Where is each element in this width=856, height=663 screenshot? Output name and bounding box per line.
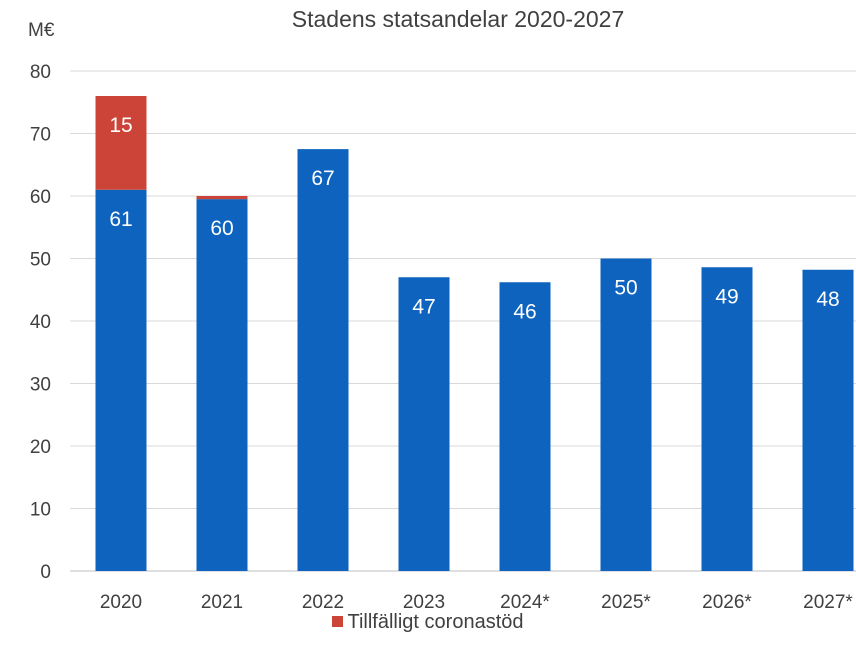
data-label: 60 bbox=[210, 217, 233, 240]
y-tick-label: 20 bbox=[30, 437, 51, 458]
bar-base-2027* bbox=[802, 269, 854, 571]
data-label: 15 bbox=[109, 114, 132, 137]
y-tick-label: 40 bbox=[30, 312, 51, 333]
data-label: 67 bbox=[311, 167, 334, 190]
bar-base-2022 bbox=[297, 149, 349, 571]
y-tick-label: 60 bbox=[30, 187, 51, 208]
bar-base-2026* bbox=[701, 267, 753, 571]
y-tick-label: 70 bbox=[30, 125, 51, 146]
y-tick-label: 30 bbox=[30, 375, 51, 396]
legend-label-corona: Tillfälligt coronastöd bbox=[347, 611, 524, 633]
data-label: 46 bbox=[513, 300, 536, 323]
y-axis-ticks: 0 10 20 30 40 50 60 70 80 bbox=[30, 62, 51, 583]
bar-base-2021 bbox=[196, 199, 248, 571]
bar-base-2025* bbox=[600, 258, 652, 571]
x-tick-label: 2027* bbox=[803, 592, 853, 613]
x-tick-label: 2021 bbox=[201, 592, 243, 613]
data-label: 61 bbox=[109, 208, 132, 231]
bar-base-2024* bbox=[499, 282, 551, 571]
data-label: 48 bbox=[816, 288, 839, 311]
x-tick-label: 2026* bbox=[702, 592, 752, 613]
x-tick-label: 2025* bbox=[601, 592, 651, 613]
x-tick-label: 2022 bbox=[302, 592, 344, 613]
data-label: 49 bbox=[715, 285, 738, 308]
x-axis-ticks: 2020 2021 2022 2023 2024* 2025* 2026* 2027* bbox=[100, 592, 854, 613]
legend-swatch-corona bbox=[332, 616, 344, 627]
x-tick-label: 2020 bbox=[100, 592, 142, 613]
data-label: 47 bbox=[412, 295, 435, 318]
legend: Tillfälligt coronastöd bbox=[0, 611, 856, 634]
bars bbox=[95, 96, 854, 571]
y-tick-label: 80 bbox=[30, 62, 51, 83]
data-label: 50 bbox=[614, 277, 637, 300]
y-tick-label: 0 bbox=[40, 562, 51, 583]
y-tick-label: 50 bbox=[30, 250, 51, 271]
bar-base-2023 bbox=[398, 277, 450, 571]
y-axis-unit-label: M€ bbox=[28, 20, 55, 41]
x-tick-label: 2024* bbox=[500, 592, 550, 613]
x-tick-label: 2023 bbox=[403, 592, 445, 613]
bar-corona-2020 bbox=[95, 96, 147, 190]
bar-corona-2021 bbox=[196, 196, 248, 200]
bar-base-2020 bbox=[95, 189, 147, 571]
data-labels: 61 15 60 67 47 46 50 49 48 bbox=[109, 114, 839, 323]
chart-title: Stadens statsandelar 2020-2027 bbox=[291, 6, 625, 32]
y-tick-label: 10 bbox=[30, 500, 51, 521]
